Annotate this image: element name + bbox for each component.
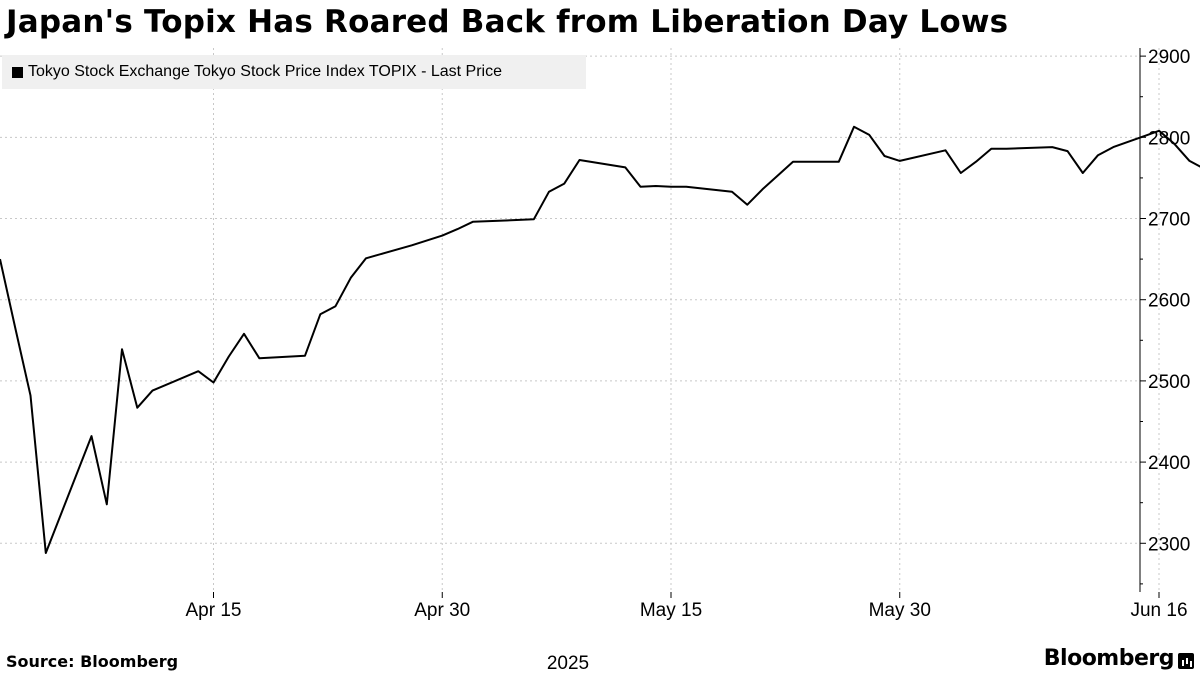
x-axis-year-label: 2025	[547, 653, 589, 674]
series-line	[0, 125, 1200, 554]
x-tick-label: May 30	[869, 600, 931, 621]
y-tick-label: 2700	[1148, 210, 1190, 231]
x-tick-label: Apr 30	[414, 600, 470, 621]
brand-wordmark: Bloomberg	[1043, 646, 1175, 671]
bloomberg-chart-icon	[1178, 652, 1194, 669]
series-line-layer	[0, 125, 1200, 554]
brand-logo: Bloomberg	[1044, 646, 1194, 671]
source-note: Source: Bloomberg	[6, 652, 179, 671]
y-tick-label: 2900	[1148, 47, 1190, 68]
x-tick-label: May 15	[640, 600, 702, 621]
legend-label: Tokyo Stock Exchange Tokyo Stock Price I…	[28, 63, 502, 80]
y-tick-label: 2300	[1148, 534, 1190, 555]
gridlines	[0, 48, 1160, 592]
y-tick-label: 2500	[1148, 372, 1190, 393]
x-tick-label: Jun 16	[1130, 600, 1187, 621]
chart-title: Japan's Topix Has Roared Back from Liber…	[6, 4, 1009, 40]
legend-swatch	[12, 66, 23, 78]
legend: Tokyo Stock Exchange Tokyo Stock Price I…	[2, 55, 586, 89]
y-tick-label: 2400	[1148, 453, 1190, 474]
y-tick-label: 2600	[1148, 291, 1190, 312]
x-tick-label: Apr 15	[186, 600, 242, 621]
